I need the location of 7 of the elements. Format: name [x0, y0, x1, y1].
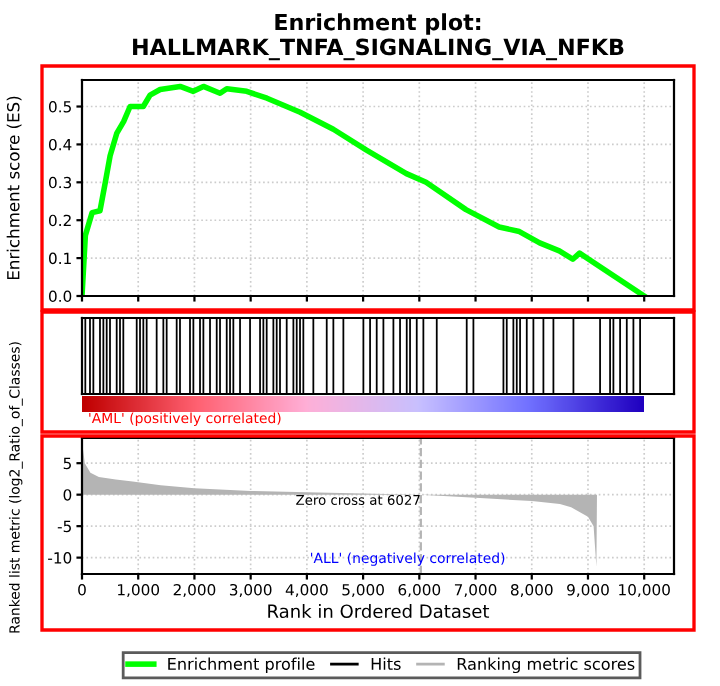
y-axis-title: Enrichment score (ES)	[6, 96, 22, 280]
chart-title: Enrichment plot: HALLMARK_TNFA_SIGNALING_VIA_NFKB	[133, 13, 624, 61]
x-axis-title: Rank in Ordered Dataset	[268, 604, 490, 619]
legend-label: Ranking metric scores	[457, 657, 635, 674]
legend-label: Enrichment profile	[168, 657, 315, 674]
line-series	[82, 83, 647, 296]
legend-label: Hits	[371, 657, 401, 670]
